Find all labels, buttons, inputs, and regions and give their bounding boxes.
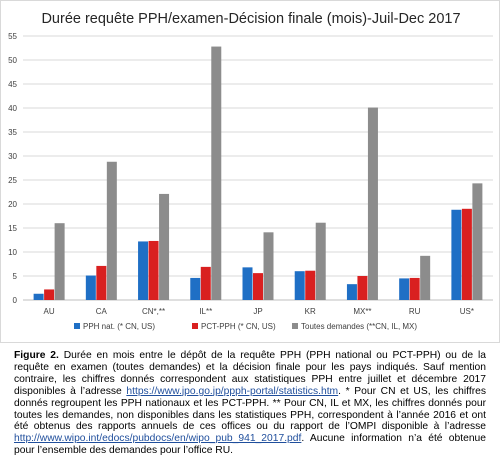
bar: [242, 267, 253, 300]
y-tick-label: 20: [8, 200, 17, 209]
bar: [357, 276, 368, 300]
bar: [263, 232, 274, 300]
y-tick-label: 30: [8, 152, 17, 161]
bar: [420, 255, 431, 300]
caption-label: Figure 2.: [14, 350, 59, 361]
x-tick-label: KR: [305, 307, 316, 316]
figure-caption: Figure 2. Durée en mois entre le dépôt d…: [14, 350, 486, 457]
bar: [253, 273, 263, 300]
bar: [159, 193, 170, 300]
bar: [96, 265, 107, 300]
bar: [461, 208, 472, 300]
y-axis-ticks: 0 5 10 15 20 25 30 35 40 45 50 55: [8, 32, 17, 305]
y-tick-label: 0: [13, 296, 18, 305]
legend-swatch: [74, 323, 80, 329]
chart-area: Durée requête PPH/examen-Décision finale…: [0, 0, 500, 343]
x-tick-label: RU: [409, 307, 421, 316]
x-tick-label: CN*,**: [142, 307, 165, 316]
y-tick-label: 10: [8, 248, 17, 257]
y-tick-label: 45: [8, 80, 17, 89]
legend-label: Toutes demandes (**CN, IL, MX): [301, 322, 417, 331]
legend-label: PPH nat. (* CN, US): [83, 322, 155, 331]
caption-text-3: . Aucune information n’a été obtenue pou…: [14, 433, 486, 457]
bar: [148, 240, 159, 300]
x-tick-label: CA: [96, 307, 108, 316]
bar: [409, 277, 420, 300]
y-tick-label: 25: [8, 176, 17, 185]
bars: [33, 46, 483, 301]
bar: [85, 275, 96, 300]
y-tick-label: 50: [8, 56, 17, 65]
bar: [367, 107, 378, 301]
legend: PPH nat. (* CN, US) PCT-PPH (* CN, US) Tou…: [74, 322, 417, 331]
bar: [399, 278, 410, 300]
bar: [33, 293, 44, 300]
bar: [44, 289, 55, 300]
jpo-statistics-link[interactable]: https://www.jpo.go.jp/ppph-portal/statis…: [126, 385, 339, 397]
y-tick-label: 55: [8, 32, 17, 41]
x-tick-label: IL**: [199, 307, 212, 316]
y-tick-label: 35: [8, 128, 17, 137]
bar: [211, 46, 222, 301]
x-tick-label: US*: [460, 307, 474, 316]
bar: [106, 161, 117, 300]
bar-chart: Durée requête PPH/examen-Décision finale…: [8, 11, 493, 331]
caption-text-1: Durée en mois entre le dépôt de la requê…: [14, 350, 486, 397]
bar: [472, 183, 483, 300]
x-axis-ticks: AU CA CN*,** IL** JP KR MX** RU US*: [44, 307, 474, 316]
x-tick-label: MX**: [353, 307, 371, 316]
bar: [346, 284, 357, 300]
chart-title: Durée requête PPH/examen-Décision finale…: [41, 11, 460, 27]
bar: [200, 266, 211, 300]
y-tick-label: 5: [13, 272, 18, 281]
bar: [138, 241, 149, 300]
caption-text-2: . * Pour CN et US, les chiffres donnés r…: [14, 385, 486, 433]
legend-swatch: [192, 323, 198, 329]
legend-label: PCT-PPH (* CN, US): [201, 322, 276, 331]
wipo-report-link[interactable]: http://www.wipo.int/edocs/pubdocs/en/wip…: [14, 433, 302, 445]
bar: [315, 222, 326, 300]
bar: [294, 271, 305, 300]
y-tick-label: 40: [8, 104, 17, 113]
bar: [190, 277, 201, 300]
bar: [54, 223, 65, 300]
bar: [305, 270, 316, 300]
x-tick-label: AU: [44, 307, 55, 316]
bar: [451, 209, 462, 300]
y-tick-label: 15: [8, 224, 17, 233]
legend-swatch: [292, 323, 298, 329]
x-tick-label: JP: [253, 307, 262, 316]
